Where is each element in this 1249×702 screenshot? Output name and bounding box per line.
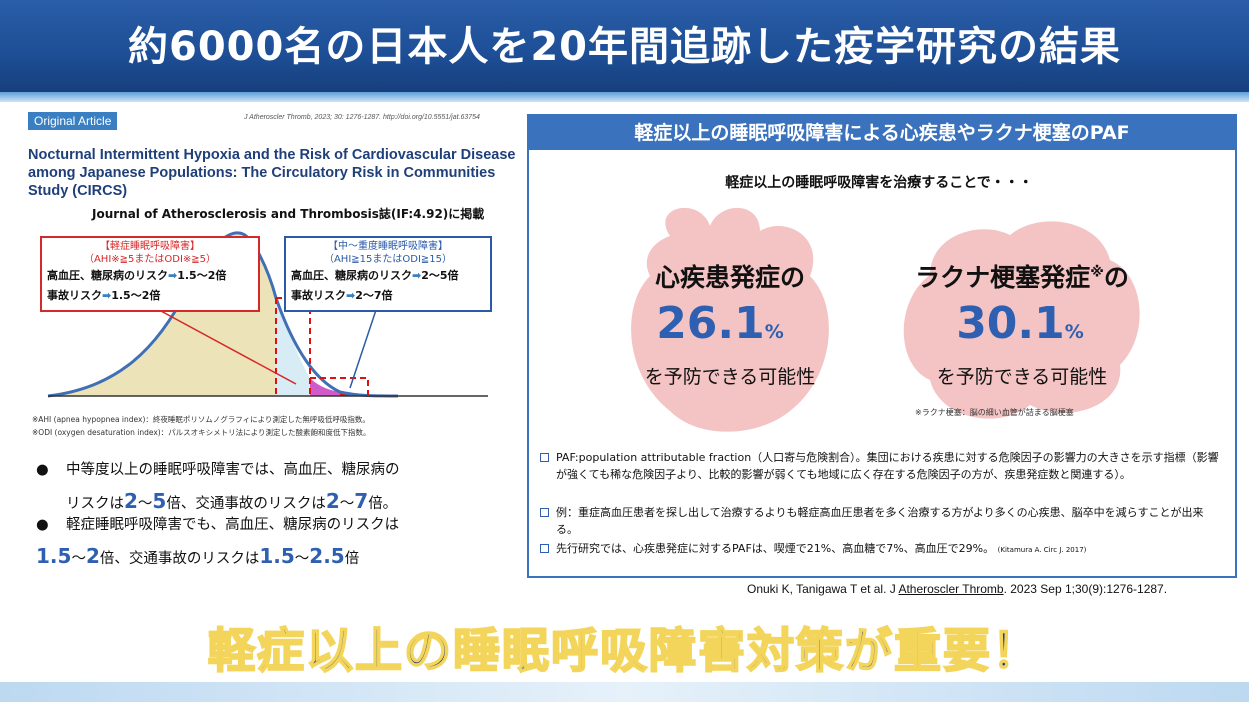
lacunar-sub: を予防できる可能性 (936, 366, 1108, 388)
mild-risk-value: 1.5～2倍 (177, 269, 227, 282)
mild-accident-label: 事故リスク (47, 289, 102, 302)
paper-title: Nocturnal Intermittent Hypoxia and the R… (28, 147, 516, 199)
square-bullet-icon (540, 508, 549, 517)
mild-risk-label: 高血圧、糖尿病のリスク (47, 269, 168, 282)
header-bar (0, 0, 1249, 92)
moderate-sleep-apnea-box: 【中～重度睡眠呼吸障害】 （AHI≧15またはODI≧15） 高血圧、糖尿病のリ… (284, 236, 492, 312)
mild-box-head1: 【軽症睡眠呼吸障害】 (100, 241, 200, 252)
mod-accident-label: 事故リスク (291, 289, 346, 302)
paf-panel-header: 軽症以上の睡眠呼吸障害による心疾患やラクナ梗塞のPAF (529, 116, 1235, 150)
mod-box-head2: （AHI≧15またはODI≧15） (323, 254, 453, 265)
moderate-pointer-line (349, 303, 379, 389)
lacunar-note: ※ラクナ梗塞：脳の細い血管が詰まる脳梗塞 (915, 408, 1074, 417)
curve-area-moderate (310, 378, 340, 396)
odi-note: ※ODI (oxygen desaturation index)：パルスオキシメ… (32, 428, 371, 437)
page-title: 約6000名の日本人を20年間追跡した疫学研究の結果 (128, 24, 1121, 70)
arrow-icon: ➡ (346, 289, 356, 302)
mod-risk-label: 高血圧、糖尿病のリスク (291, 269, 412, 282)
mild-pointer-line (147, 303, 297, 385)
mild-box-head2: （AHI※≧5またはODI※≧5） (83, 254, 217, 265)
ahi-note: ※AHI (apnea hypopnea index)：終夜睡眠ポリソムノグラフ… (32, 415, 370, 424)
header-divider (0, 92, 1249, 102)
square-bullet-icon (540, 544, 549, 553)
bullet-dot-icon: ● (36, 517, 49, 533)
bullet-1-line1: 中等度以上の睡眠呼吸障害では、高血圧、糖尿病の (66, 462, 400, 478)
reference-journal-link[interactable]: Atheroscler Thromb (898, 582, 1004, 596)
heart-icon (631, 207, 829, 432)
paf-subtitle: 軽症以上の睡眠呼吸障害を治療することで・・・ (725, 175, 1033, 191)
bullet-dot-icon: ● (36, 462, 49, 478)
arrow-icon: ➡ (168, 269, 178, 282)
bullet-1-line2: リスクは2～5倍、交通事故のリスクは2～7倍。 (66, 489, 398, 513)
square-bullet-icon (540, 453, 549, 462)
mod-box-head1: 【中～重度睡眠呼吸障害】 (328, 241, 448, 252)
journal-label: Journal of Atherosclerosis and Thrombosi… (92, 207, 485, 221)
mod-accident-value: 2～7倍 (355, 289, 393, 302)
lacunar-title: ラクナ梗塞発症※の (915, 263, 1129, 292)
heart-sub: を予防できる可能性 (644, 366, 816, 388)
footer-wave (0, 682, 1249, 702)
arrow-icon: ➡ (412, 269, 422, 282)
footnotes: ※AHI (apnea hypopnea index)：終夜睡眠ポリソムノグラフ… (32, 413, 371, 439)
bullet-2-line2: 1.5～2倍、交通事故のリスクは1.5～2.5倍 (36, 544, 360, 568)
paf-bullet-1: PAF:population attributable fraction（人口寄… (540, 449, 1224, 483)
mild-accident-value: 1.5～2倍 (111, 289, 161, 302)
arrow-icon: ➡ (102, 289, 112, 302)
heart-value: 26.1% (656, 298, 784, 349)
slogan: 軽症以上の睡眠呼吸障害対策が重要！ (207, 623, 1041, 680)
reference: Onuki K, Tanigawa T et al. J Atheroscler… (747, 582, 1168, 596)
paf-bullet-3-ref: (Kitamura A. Circ J. 2017) (997, 546, 1087, 554)
heart-title: 心疾患発症の (654, 263, 805, 292)
original-article-badge: Original Article (28, 112, 118, 130)
article-citation: J Atheroscler Thromb, 2023; 30: 1276-128… (244, 114, 480, 121)
paf-bullet-2: 例：重症高血圧患者を探し出して治療するよりも軽症高血圧患者を多く治療する方がより… (540, 504, 1224, 538)
mod-risk-value: 2～5倍 (421, 269, 459, 282)
lacunar-value: 30.1% (956, 298, 1084, 349)
paf-bullet-3: 先行研究では、心疾患発症に対するPAFは、喫煙で21%、高血糖で7%、高血圧で2… (540, 540, 1224, 559)
mild-sleep-apnea-box: 【軽症睡眠呼吸障害】 （AHI※≧5またはODI※≧5） 高血圧、糖尿病のリスク… (40, 236, 260, 312)
brain-icon (903, 221, 1140, 419)
bullet-2-line1: 軽症睡眠呼吸障害でも、高血圧、糖尿病のリスクは (66, 517, 400, 533)
